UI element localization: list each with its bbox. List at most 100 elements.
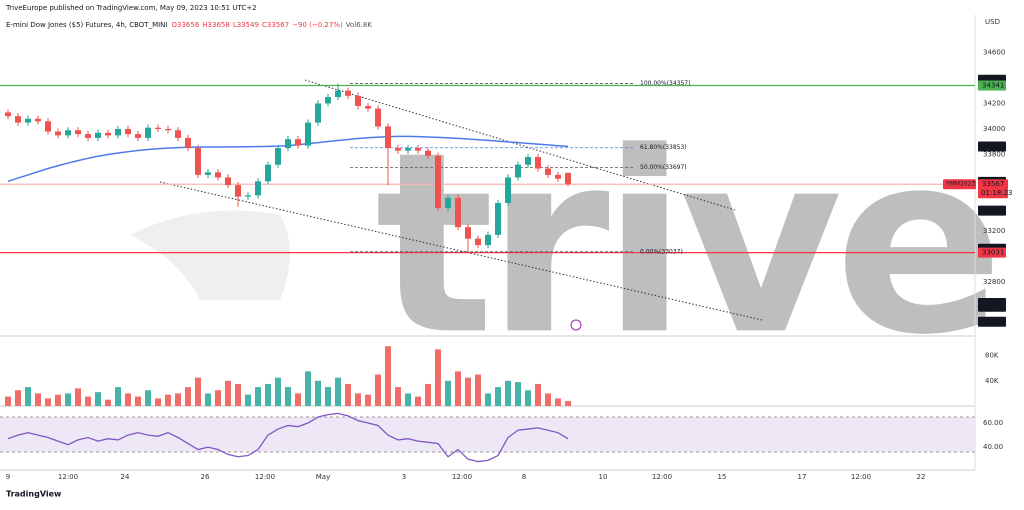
volume-bar [325, 387, 331, 406]
price-tick-label: 33200 [983, 227, 1005, 235]
high: H33658 [202, 21, 230, 29]
price-box [978, 316, 1006, 327]
volume-bar [95, 392, 101, 406]
time-tick-label: 26 [201, 473, 210, 481]
candle-body [535, 157, 541, 169]
event-icon[interactable] [570, 319, 582, 331]
candle-body [375, 108, 381, 127]
volume: Vol6.8K [346, 21, 373, 29]
volume-bar [335, 377, 341, 406]
rsi-tick-label: 60.00 [983, 419, 1003, 427]
candle-body [335, 90, 341, 98]
volume-bar [5, 396, 11, 406]
volume-bar [75, 388, 81, 406]
price-tick-label: 34200 [983, 99, 1005, 107]
price-box-label: 33031 [982, 249, 1004, 257]
candle-body [75, 130, 81, 135]
volume-bar [135, 396, 141, 406]
symbol: E-mini Dow Jones ($5) Futures, 4h, CBOT_… [6, 21, 168, 29]
candle-body [295, 139, 301, 146]
footer-logo: TradingView [6, 490, 62, 499]
volume-tick-label: 80K [985, 352, 999, 360]
time-tick-label: 12:00 [255, 473, 275, 481]
volume-bar [245, 394, 251, 406]
time-tick-label: 12:00 [452, 473, 472, 481]
candle-body [255, 181, 261, 196]
volume-bar [175, 393, 181, 406]
candle-body [415, 148, 421, 151]
volume-bar [355, 393, 361, 406]
time-tick-label: 12:00 [851, 473, 871, 481]
volume-bar [315, 380, 321, 406]
price-tick-label: 32800 [983, 278, 1005, 286]
price-box [978, 301, 1006, 312]
fib-label: 0.00%(33037) [640, 248, 683, 255]
volume-bar [185, 387, 191, 406]
volume-bar [465, 377, 471, 406]
candle-body [485, 234, 491, 246]
volume-bar [345, 383, 351, 406]
candle-body [565, 172, 571, 185]
candle-body [515, 164, 521, 178]
candle-body [135, 134, 141, 138]
volume-bar [105, 399, 111, 406]
volume-bar [235, 383, 241, 406]
time-tick-label: May [316, 473, 330, 481]
countdown: 01:18:23 [981, 189, 1012, 197]
volume-bar [205, 393, 211, 406]
volume-bar [545, 393, 551, 406]
candle-body [305, 122, 311, 146]
time-tick-label: 10 [599, 473, 608, 481]
time-tick-label: 9 [6, 473, 10, 481]
volume-bar [35, 393, 41, 406]
volume-bar [165, 394, 171, 406]
candle-body [495, 202, 501, 235]
price-box [978, 80, 1006, 91]
candle-body [425, 150, 431, 156]
candle-body [315, 103, 321, 123]
volume-bar [445, 380, 451, 406]
candle-body [285, 139, 291, 149]
candle-body [95, 132, 101, 138]
volume-bar [365, 394, 371, 406]
price-box-label: 34386 [982, 76, 1005, 84]
trend-line [304, 79, 736, 211]
price-box [978, 141, 1006, 152]
price-tick-label: 34600 [983, 48, 1005, 56]
volume-bar [25, 387, 31, 406]
volume-bar [225, 380, 231, 406]
candle-body [455, 197, 461, 228]
volume-bar [435, 349, 441, 406]
volume-bar [495, 387, 501, 406]
volume-bar [485, 393, 491, 406]
volume-tick-label: 40K [985, 377, 999, 385]
candle-body [445, 197, 451, 209]
time-tick-label: 22 [917, 473, 926, 481]
close: C33567 [262, 21, 289, 29]
candle-body [245, 195, 251, 197]
volume-bar [115, 387, 121, 406]
candle-body [155, 127, 161, 129]
candle-body [185, 137, 191, 149]
candle-body [275, 148, 281, 165]
volume-bar [255, 387, 261, 406]
trend-line [159, 181, 763, 321]
price-tick-label: 34000 [983, 125, 1005, 133]
price-box-label: 33360 [982, 207, 1004, 215]
volume-bar [555, 398, 561, 406]
watermark-shape [130, 210, 290, 300]
volume-bar [125, 393, 131, 406]
candle-body [225, 177, 231, 186]
candle-body [265, 164, 271, 182]
volume-bar [515, 382, 521, 406]
volume-bar [285, 387, 291, 406]
price-box-label: 34341 [982, 81, 1004, 89]
volume-bar [375, 374, 381, 406]
volume-bar [45, 398, 51, 406]
candle-body [385, 126, 391, 149]
candle-body [545, 168, 551, 175]
candle-body [405, 148, 411, 151]
volume-bar [195, 377, 201, 406]
volume-bar [535, 383, 541, 406]
volume-bar [295, 393, 301, 406]
